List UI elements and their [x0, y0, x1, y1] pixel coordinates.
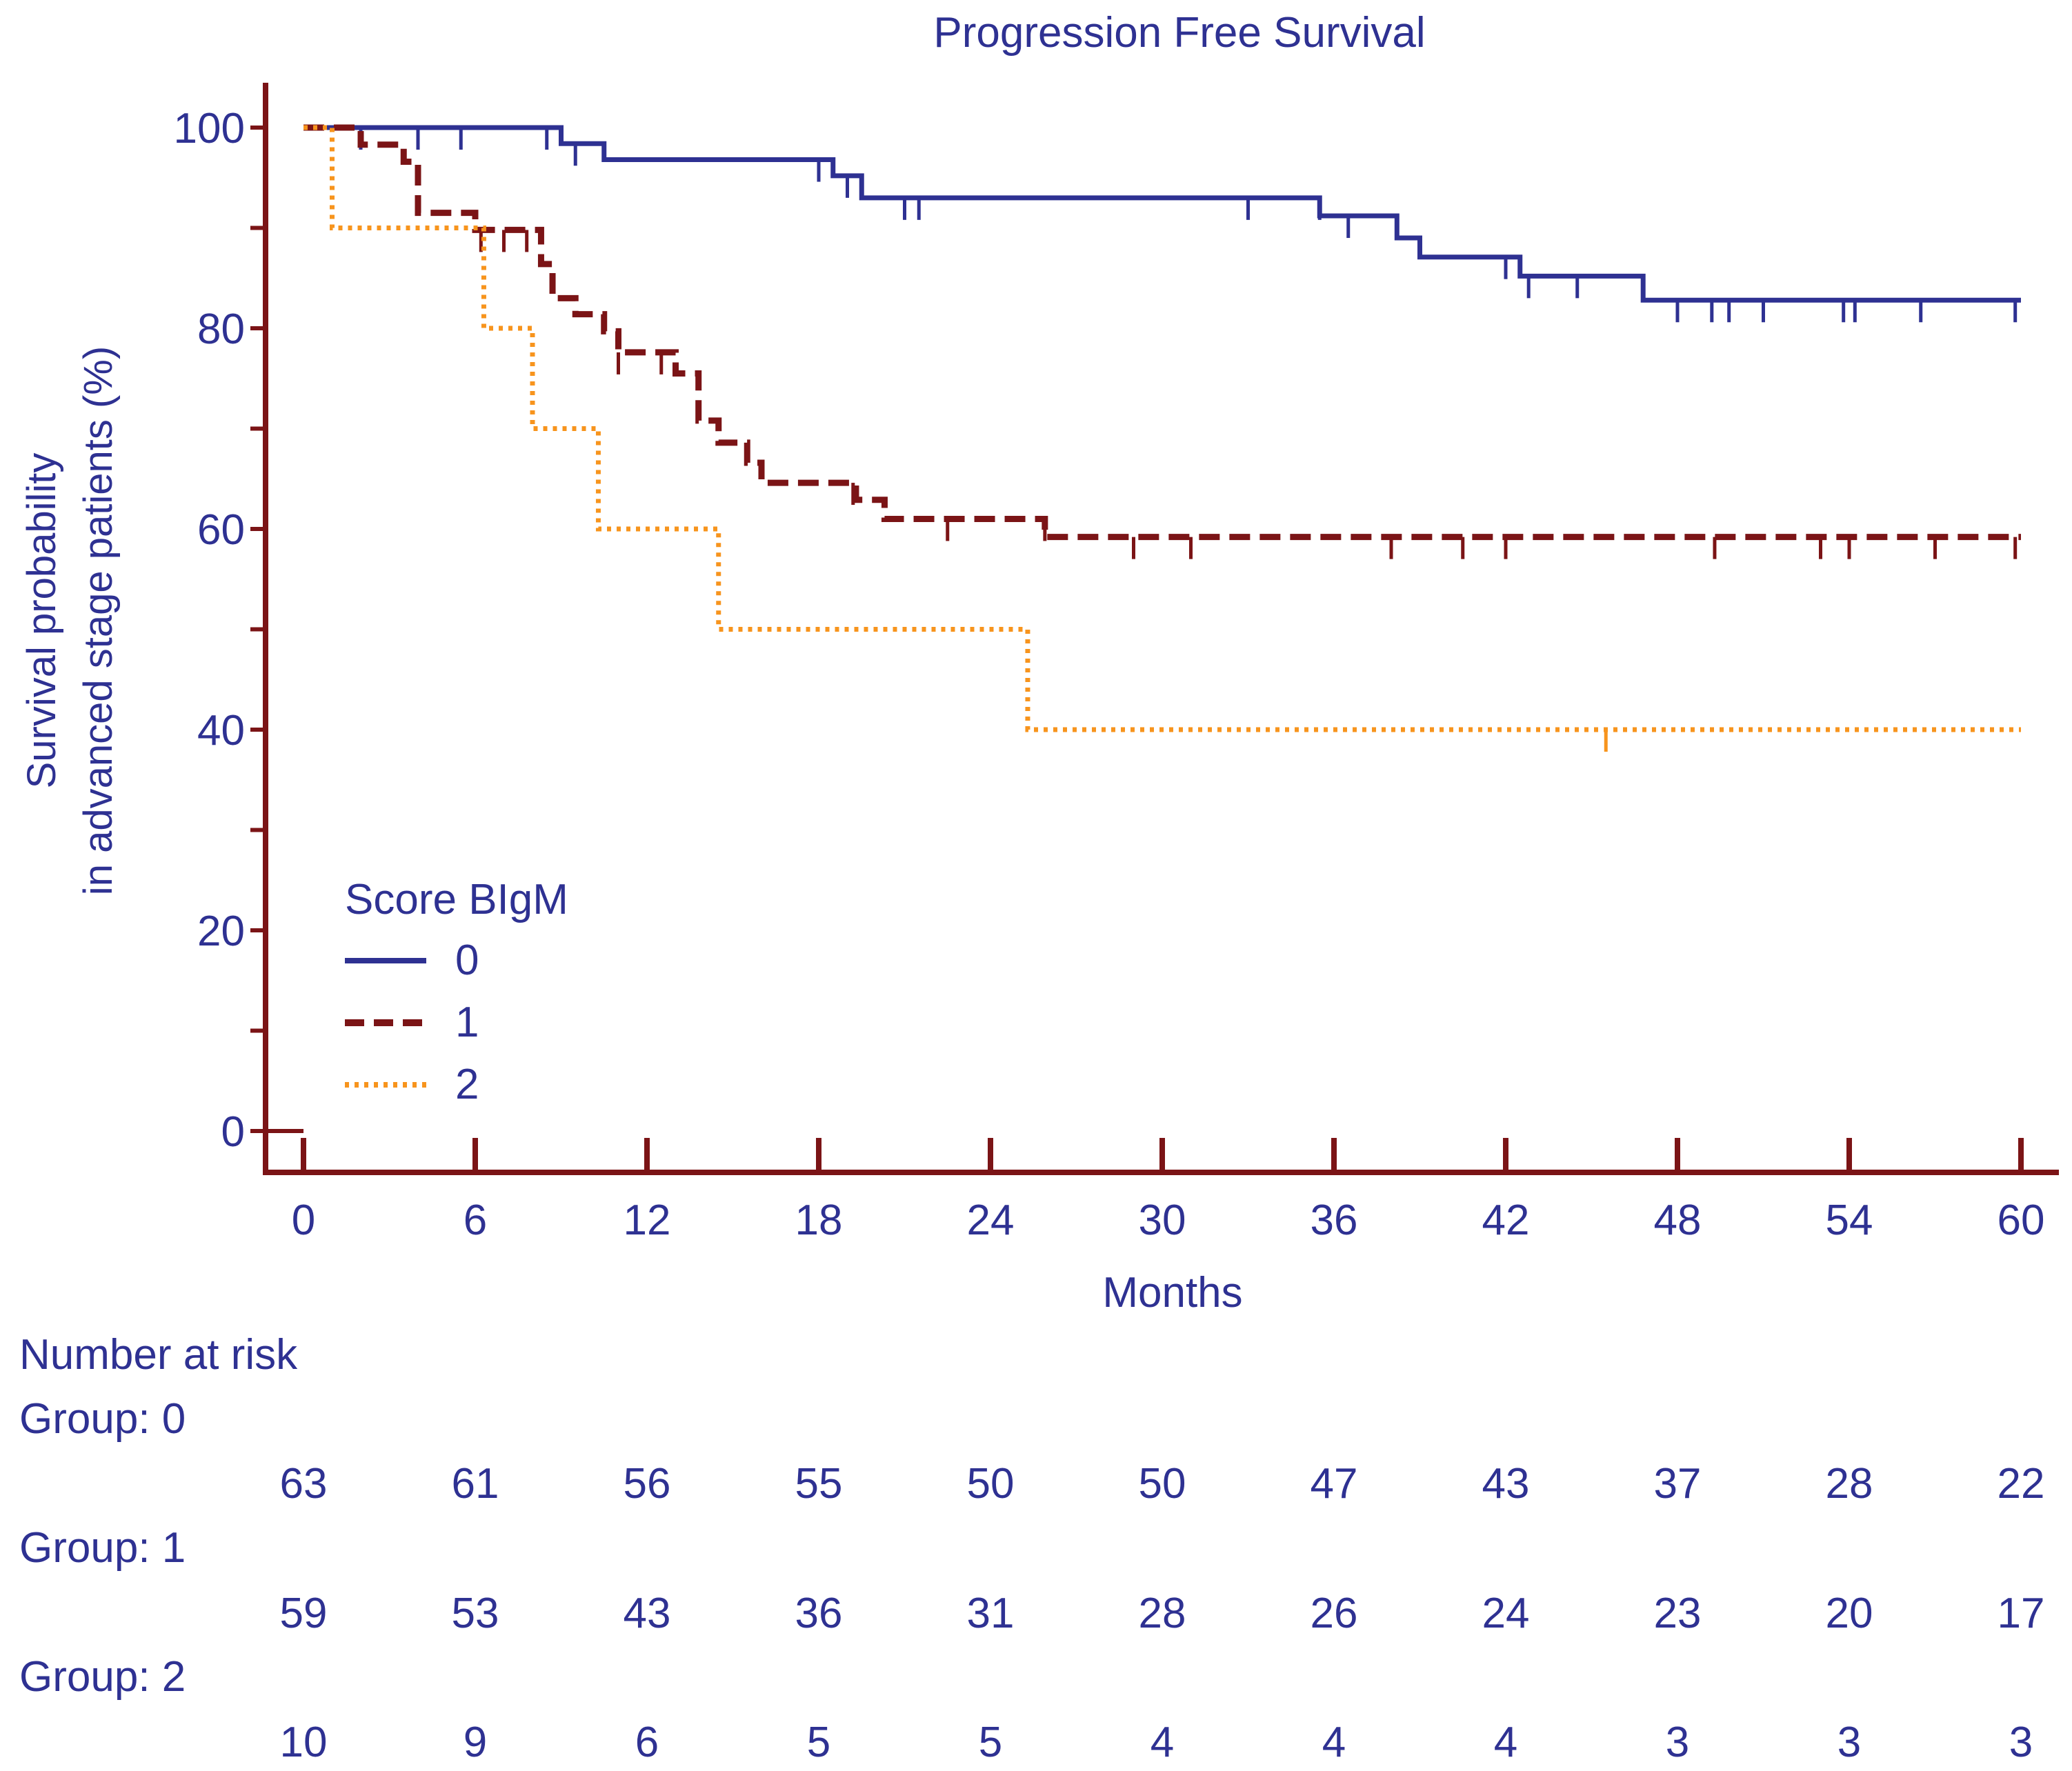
y-tick-label-0: 0 [221, 1108, 245, 1156]
risk-value-group2-month6: 9 [464, 1719, 487, 1766]
legend-entry-0: 0 [455, 937, 479, 984]
risk-value-group0-month24: 50 [967, 1460, 1015, 1508]
risk-value-group1-month60: 17 [1998, 1590, 2045, 1637]
risk-value-group0-month54: 28 [1826, 1460, 1873, 1508]
y-tick-label-40: 40 [197, 707, 245, 754]
risk-value-group0-month48: 37 [1654, 1460, 1702, 1508]
y-axis-label-line1: Survival probability [19, 453, 64, 789]
risk-value-group1-month12: 43 [624, 1590, 671, 1637]
risk-value-group2-month12: 6 [635, 1719, 659, 1766]
risk-value-group2-month0: 10 [280, 1719, 328, 1766]
y-axis-label-line2: in advanced stage patients (%) [76, 346, 121, 895]
series-0-line [303, 125, 2021, 303]
legend: Score BIgM 0 1 2 [345, 876, 568, 1108]
risk-value-group1-month42: 24 [1482, 1590, 1530, 1637]
risk-value-group1-month54: 20 [1826, 1590, 1873, 1637]
risk-value-group2-month42: 4 [1494, 1719, 1517, 1766]
risk-value-group1-month18: 36 [795, 1590, 843, 1637]
risk-value-group1-month0: 59 [280, 1590, 328, 1637]
risk-value-group0-month60: 22 [1998, 1460, 2045, 1508]
risk-value-group0-month0: 63 [280, 1460, 328, 1508]
x-tick-label-24: 24 [967, 1197, 1015, 1244]
risk-value-group0-month12: 56 [624, 1460, 671, 1508]
risk-value-group0-month42: 43 [1482, 1460, 1530, 1508]
x-tick-label-42: 42 [1482, 1197, 1530, 1244]
x-tick-label-30: 30 [1139, 1197, 1186, 1244]
risk-value-group2-month48: 3 [1666, 1719, 1689, 1766]
risk-value-group2-month54: 3 [1837, 1719, 1861, 1766]
risk-value-group2-month18: 5 [807, 1719, 830, 1766]
y-tick-label-20: 20 [197, 908, 245, 955]
risk-group-label-2: Group: 2 [19, 1653, 186, 1701]
x-tick-label-48: 48 [1654, 1197, 1702, 1244]
x-tick-label-18: 18 [795, 1197, 843, 1244]
x-tick-label-60: 60 [1998, 1197, 2045, 1244]
chart-title: Progression Free Survival [933, 9, 1425, 57]
y-tick-label-80: 80 [197, 306, 245, 353]
x-axis-label: Months [1102, 1269, 1242, 1317]
risk-value-group1-month36: 26 [1311, 1590, 1358, 1637]
risk-group-label-1: Group: 1 [19, 1524, 186, 1572]
risk-value-group1-month24: 31 [967, 1590, 1015, 1637]
risk-table: Number at risk Group: 0 Group: 1 Group: … [19, 1331, 2044, 1766]
risk-value-group2-month30: 4 [1150, 1719, 1174, 1766]
x-tick-label-12: 12 [624, 1197, 671, 1244]
x-tick-label-0: 0 [292, 1197, 315, 1244]
risk-value-group2-month24: 5 [979, 1719, 1002, 1766]
legend-entry-2: 2 [455, 1061, 479, 1108]
risk-value-group2-month60: 3 [2009, 1719, 2033, 1766]
x-tick-label-54: 54 [1826, 1197, 1873, 1244]
risk-value-group0-month6: 61 [452, 1460, 499, 1508]
risk-value-group2-month36: 4 [1322, 1719, 1346, 1766]
series-layer [303, 124, 2021, 752]
risk-value-group1-month30: 28 [1139, 1590, 1186, 1637]
legend-entry-1: 1 [455, 999, 479, 1046]
x-tick-label-36: 36 [1311, 1197, 1358, 1244]
risk-value-group0-month18: 55 [795, 1460, 843, 1508]
risk-value-group0-month30: 50 [1139, 1460, 1186, 1508]
y-tick-label-60: 60 [197, 506, 245, 554]
series-2-line [303, 125, 2021, 732]
risk-group-label-0: Group: 0 [19, 1395, 186, 1443]
risk-value-group1-month6: 53 [452, 1590, 499, 1637]
y-tick-label-100: 100 [174, 105, 245, 152]
series-1-line [303, 124, 2021, 541]
x-tick-label-6: 6 [464, 1197, 487, 1244]
legend-title: Score BIgM [345, 876, 568, 923]
risk-value-group1-month48: 23 [1654, 1590, 1702, 1637]
risk-table-title: Number at risk [19, 1331, 298, 1379]
risk-value-group0-month36: 47 [1311, 1460, 1358, 1508]
